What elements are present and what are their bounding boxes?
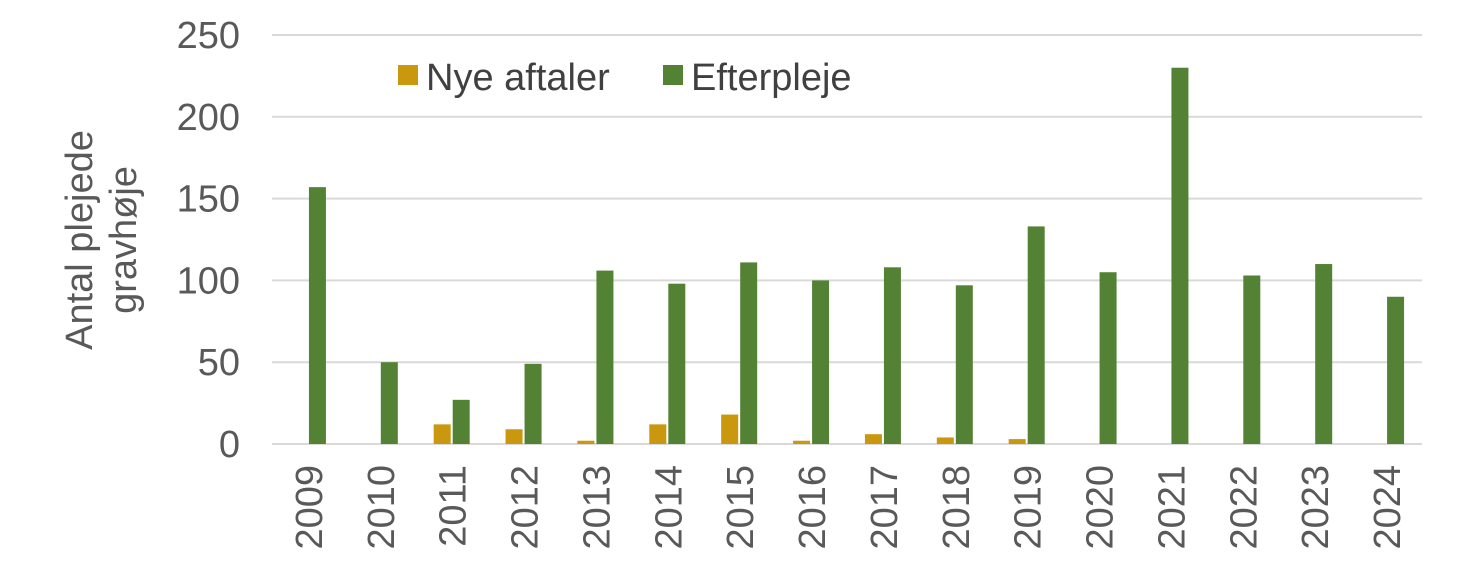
legend-swatch-nye-aftaler (398, 65, 418, 85)
x-tick-label-2020: 2020 (1080, 465, 1122, 550)
legend: Nye aftaler Efterpleje (398, 57, 852, 99)
bar-efterpleje-2011 (452, 399, 470, 444)
y-axis-title-line-2: gravhøje (103, 166, 145, 314)
legend-swatch-efterpleje (663, 65, 683, 85)
bar-nye-aftaler-2014 (649, 424, 667, 444)
x-tick-label-2009: 2009 (289, 465, 331, 550)
bar-efterpleje-2021 (1171, 67, 1189, 444)
bar-efterpleje-2016 (812, 280, 830, 444)
bar-nye-aftaler-2016 (793, 440, 811, 444)
x-tick-label-2016: 2016 (792, 465, 834, 550)
bar-nye-aftaler-2019 (1008, 439, 1026, 444)
bar-efterpleje-2022 (1243, 275, 1261, 444)
y-tick-label-0: 0 (219, 424, 240, 466)
x-tick-label-2015: 2015 (720, 465, 762, 550)
x-tick-label-2019: 2019 (1008, 465, 1050, 550)
y-tick-label-100: 100 (177, 260, 240, 302)
x-tick-label-2022: 2022 (1223, 465, 1265, 550)
bar-nye-aftaler-2018 (936, 437, 954, 444)
bar-efterpleje-2020 (1099, 272, 1117, 444)
bars (308, 67, 1405, 444)
y-axis-ticks: 0 50 100 150 200 250 (177, 15, 240, 466)
x-tick-label-2014: 2014 (648, 465, 690, 550)
x-tick-label-2021: 2021 (1151, 465, 1193, 550)
y-tick-label-200: 200 (177, 97, 240, 139)
legend-label-nye-aftaler: Nye aftaler (426, 57, 610, 99)
bar-nye-aftaler-2012 (505, 429, 523, 444)
x-tick-label-2023: 2023 (1295, 465, 1337, 550)
bar-efterpleje-2012 (524, 363, 542, 444)
y-axis-title-line-1: Antal plejede (59, 130, 101, 350)
bar-efterpleje-2019 (1027, 226, 1045, 444)
legend-label-efterpleje: Efterpleje (691, 57, 852, 99)
y-tick-label-250: 250 (177, 15, 240, 57)
bar-efterpleje-2015 (740, 262, 758, 444)
bar-efterpleje-2017 (883, 267, 901, 444)
bar-efterpleje-2009 (308, 187, 326, 444)
x-tick-label-2012: 2012 (505, 465, 547, 550)
bar-efterpleje-2013 (596, 270, 614, 444)
x-tick-label-2011: 2011 (433, 465, 475, 547)
gridlines (272, 34, 1422, 445)
x-axis-ticks: 2009 2010 2011 2012 2013 2014 2015 2016 2017 2018… (289, 465, 1409, 550)
bar-nye-aftaler-2013 (577, 440, 595, 444)
x-tick-label-2013: 2013 (576, 465, 618, 550)
bar-efterpleje-2024 (1387, 296, 1405, 444)
x-tick-label-2024: 2024 (1367, 465, 1409, 550)
bar-efterpleje-2023 (1315, 264, 1333, 444)
x-tick-label-2018: 2018 (936, 465, 978, 550)
x-tick-label-2010: 2010 (361, 465, 403, 550)
y-tick-label-150: 150 (177, 179, 240, 221)
bar-efterpleje-2014 (668, 283, 686, 444)
bar-efterpleje-2018 (955, 285, 973, 444)
y-tick-label-50: 50 (198, 342, 240, 384)
bar-nye-aftaler-2017 (864, 434, 882, 444)
bar-nye-aftaler-2011 (433, 424, 451, 444)
y-axis-title: Antal plejede gravhøje (59, 130, 145, 350)
bar-nye-aftaler-2015 (721, 414, 739, 444)
x-tick-label-2017: 2017 (864, 465, 906, 550)
bar-efterpleje-2010 (380, 362, 398, 444)
